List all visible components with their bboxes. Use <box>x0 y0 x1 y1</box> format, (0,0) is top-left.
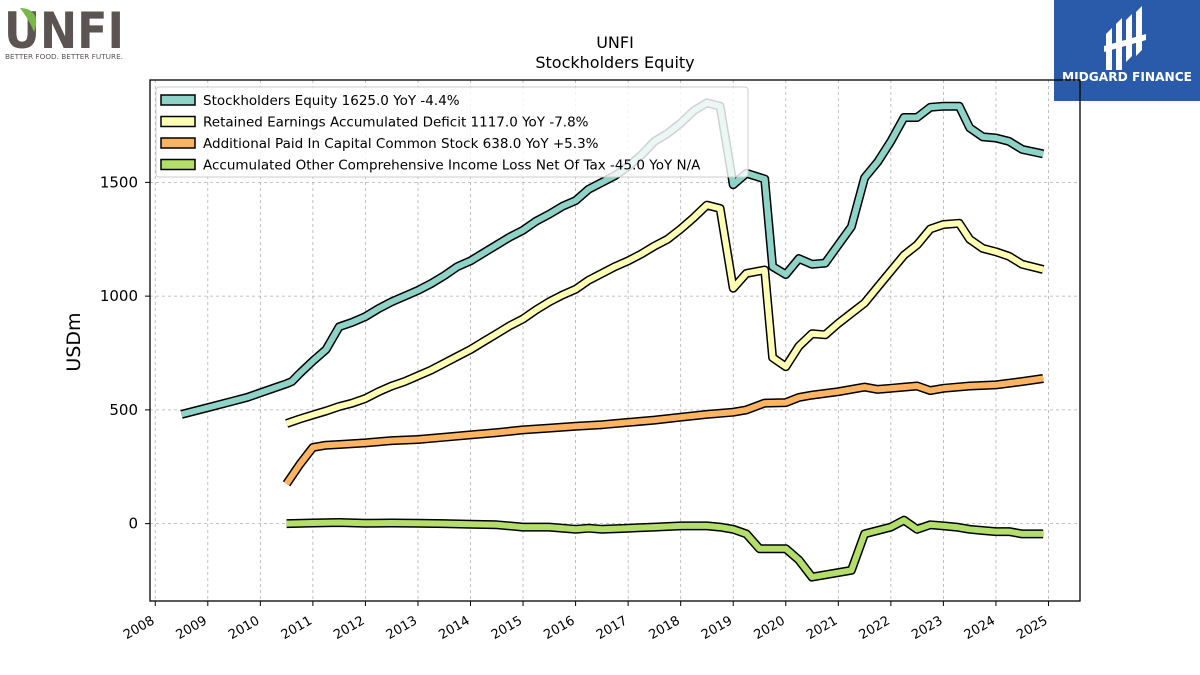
x-tick-label: 2021 <box>804 613 840 643</box>
x-tick-label: 2022 <box>857 613 893 643</box>
midgard-finance-logo: MIDGARD FINANCE <box>1054 0 1200 101</box>
unfi-leaf-icon <box>20 8 37 32</box>
x-tick-label: 2016 <box>541 613 577 643</box>
unfi-logo: UNFI BETTER FOOD. BETTER FUTURE. <box>4 4 124 61</box>
y-tick-label: 0 <box>128 515 138 533</box>
x-tick-label: 2014 <box>436 613 472 643</box>
midgard-finance-wordmark: MIDGARD FINANCE <box>1062 70 1192 84</box>
x-tick-label: 2025 <box>1014 613 1050 643</box>
series-lines <box>180 98 1045 582</box>
legend: Stockholders Equity 1625.0 YoY -4.4% Reta… <box>155 86 749 178</box>
x-tick-label: 2010 <box>226 613 262 643</box>
legend-entry: Accumulated Other Comprehensive Income L… <box>203 158 701 174</box>
x-tick-label: 2019 <box>699 613 735 643</box>
series-line-2 <box>285 202 1044 427</box>
series-line-4 <box>286 517 1044 581</box>
axis-ticks: 2008 2009 2010 2011 2012 2013 2014 2015 2016 2017… <box>100 173 1051 643</box>
x-tick-label: 2009 <box>174 613 210 643</box>
x-tick-label: 2011 <box>279 613 315 643</box>
x-tick-label: 2012 <box>331 613 367 643</box>
series-line-3 <box>284 375 1044 486</box>
legend-swatch <box>160 115 196 128</box>
legend-entry: Additional Paid In Capital Common Stock … <box>203 136 599 152</box>
chart-title: UNFI <box>596 33 634 52</box>
x-tick-label: 2020 <box>752 613 788 643</box>
x-tick-label: 2017 <box>594 613 630 643</box>
x-tick-label: 2018 <box>647 613 683 643</box>
legend-box <box>155 86 749 178</box>
legend-swatch <box>160 94 196 106</box>
unfi-logo-tagline: BETTER FOOD. BETTER FUTURE. <box>5 52 123 61</box>
x-tick-label: 2013 <box>384 613 420 643</box>
legend-swatch <box>160 158 196 171</box>
legend-entry: Retained Earnings Accumulated Deficit 11… <box>203 115 589 131</box>
legend-swatch <box>160 137 196 149</box>
legend-entry: Stockholders Equity 1625.0 YoY -4.4% <box>203 93 460 109</box>
series-outline <box>282 374 1044 487</box>
midgard-emblem-icon <box>1104 6 1146 70</box>
x-tick-label: 2024 <box>962 613 998 643</box>
plot-frame <box>149 79 1081 602</box>
x-tick-label: 2015 <box>489 613 525 643</box>
x-tick-label: 2023 <box>909 613 945 643</box>
y-tick-label: 500 <box>109 401 138 419</box>
y-tick-label: 1500 <box>100 173 138 191</box>
x-tick-label: 2008 <box>121 613 157 643</box>
chart-subtitle: Stockholders Equity <box>535 53 694 72</box>
y-tick-label: 1000 <box>100 287 138 305</box>
y-axis-label: USDm <box>63 312 85 371</box>
